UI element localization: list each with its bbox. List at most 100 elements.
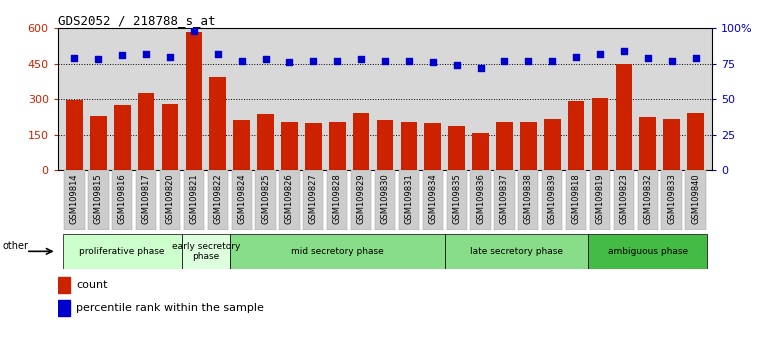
Bar <box>588 234 708 269</box>
Point <box>212 51 224 57</box>
Point <box>92 57 105 62</box>
Text: early secretory
phase: early secretory phase <box>172 242 240 261</box>
Point <box>164 54 176 59</box>
Bar <box>445 234 588 269</box>
Text: GSM109814: GSM109814 <box>70 173 79 224</box>
Text: ambiguous phase: ambiguous phase <box>608 247 688 256</box>
Bar <box>112 170 132 230</box>
Bar <box>184 170 204 230</box>
Bar <box>567 102 584 170</box>
Text: GSM109829: GSM109829 <box>357 173 366 224</box>
Point <box>498 58 511 64</box>
Bar <box>209 77 226 170</box>
Text: GSM109823: GSM109823 <box>619 173 628 224</box>
Text: GSM109825: GSM109825 <box>261 173 270 224</box>
Point <box>450 62 463 68</box>
Point <box>307 58 320 64</box>
Bar <box>182 234 229 269</box>
Text: GSM109817: GSM109817 <box>142 173 151 224</box>
Point <box>665 58 678 64</box>
Text: other: other <box>3 241 29 251</box>
Point <box>116 52 129 58</box>
Text: GSM109830: GSM109830 <box>380 173 390 224</box>
Bar <box>327 170 347 230</box>
Point <box>403 58 415 64</box>
Bar <box>257 114 274 170</box>
Point <box>69 55 81 61</box>
Bar <box>281 121 298 170</box>
Bar <box>638 170 658 230</box>
Bar <box>614 170 634 230</box>
Bar <box>663 119 680 170</box>
Text: GSM109831: GSM109831 <box>404 173 413 224</box>
Text: GSM109838: GSM109838 <box>524 173 533 224</box>
Bar <box>208 170 228 230</box>
Bar <box>89 170 109 230</box>
Text: GSM109836: GSM109836 <box>476 173 485 224</box>
Bar <box>353 113 370 170</box>
Bar <box>233 120 250 170</box>
Text: GSM109818: GSM109818 <box>571 173 581 224</box>
Text: count: count <box>76 280 108 291</box>
Text: GSM109834: GSM109834 <box>428 173 437 224</box>
Bar <box>66 100 83 170</box>
Bar <box>303 170 323 230</box>
Point <box>188 28 200 34</box>
Text: GSM109832: GSM109832 <box>643 173 652 224</box>
Text: GSM109835: GSM109835 <box>452 173 461 224</box>
Bar <box>58 300 69 316</box>
Bar <box>687 113 704 170</box>
Bar <box>615 64 632 170</box>
Bar <box>399 170 419 230</box>
Bar <box>90 116 107 170</box>
Point <box>331 58 343 64</box>
Text: GSM109839: GSM109839 <box>547 173 557 224</box>
Bar <box>256 170 276 230</box>
Point <box>570 54 582 59</box>
Bar <box>329 121 346 170</box>
Point <box>427 59 439 65</box>
Bar <box>685 170 705 230</box>
Bar <box>400 121 417 170</box>
Bar <box>566 170 586 230</box>
Text: GSM109827: GSM109827 <box>309 173 318 224</box>
Text: GSM109826: GSM109826 <box>285 173 294 224</box>
Text: GSM109828: GSM109828 <box>333 173 342 224</box>
Point <box>594 51 606 57</box>
Point <box>618 48 630 54</box>
Point <box>689 55 701 61</box>
Text: percentile rank within the sample: percentile rank within the sample <box>76 303 264 314</box>
Point <box>259 57 272 62</box>
Text: GDS2052 / 218788_s_at: GDS2052 / 218788_s_at <box>58 14 216 27</box>
Bar <box>639 117 656 170</box>
Bar <box>520 121 537 170</box>
Bar <box>160 170 180 230</box>
Bar <box>423 170 443 230</box>
Bar <box>65 170 85 230</box>
Text: GSM109833: GSM109833 <box>667 173 676 224</box>
Bar <box>280 170 300 230</box>
Bar <box>496 121 513 170</box>
Bar <box>232 170 252 230</box>
Bar <box>494 170 514 230</box>
Text: GSM109837: GSM109837 <box>500 173 509 224</box>
Text: GSM109824: GSM109824 <box>237 173 246 224</box>
Text: GSM109822: GSM109822 <box>213 173 223 224</box>
Text: proliferative phase: proliferative phase <box>79 247 165 256</box>
Text: GSM109821: GSM109821 <box>189 173 199 224</box>
Bar <box>162 104 179 170</box>
Bar <box>447 170 467 230</box>
Text: mid secretory phase: mid secretory phase <box>291 247 383 256</box>
Bar <box>518 170 538 230</box>
Point <box>236 58 248 64</box>
Bar <box>470 170 490 230</box>
Text: GSM109815: GSM109815 <box>94 173 103 224</box>
Bar <box>114 105 131 170</box>
Bar <box>138 93 155 170</box>
Bar <box>377 120 393 170</box>
Bar <box>661 170 681 230</box>
Text: late secretory phase: late secretory phase <box>470 247 563 256</box>
Bar <box>472 133 489 170</box>
Bar <box>305 123 322 170</box>
Point <box>379 58 391 64</box>
